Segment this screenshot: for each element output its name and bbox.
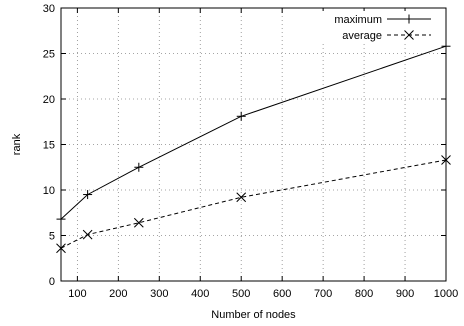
legend-sample-maximum: [387, 14, 431, 24]
y-tick-label-25: 25: [43, 49, 55, 61]
legend-marker-average-d2: [404, 30, 414, 40]
legend-background: [318, 11, 444, 41]
x-tick-label-700: 700: [314, 288, 332, 300]
x-tick-label-900: 900: [396, 288, 414, 300]
point-maximum-1: [83, 190, 93, 200]
point-average-4-d2: [441, 155, 451, 165]
y-tick-label-0: 0: [49, 276, 55, 288]
x-tick-label-200: 200: [109, 288, 127, 300]
x-axis-label: Number of nodes: [211, 309, 296, 321]
point-average-3: [236, 192, 247, 203]
legend-marker-maximum: [404, 14, 414, 24]
point-maximum-3: [236, 111, 246, 121]
x-tick-label-300: 300: [150, 288, 168, 300]
y-tick-label-10: 10: [43, 185, 55, 197]
point-maximum-0: [56, 214, 66, 224]
point-average-3-d2: [236, 192, 247, 203]
x-tick-label-400: 400: [191, 288, 209, 300]
legend: maximum average: [318, 11, 444, 42]
point-average-1: [82, 229, 93, 240]
y-axis-label: rank: [11, 133, 23, 155]
series-line-average: [60, 159, 447, 249]
point-average-1-d2: [82, 229, 93, 240]
point-average-4: [441, 155, 451, 165]
legend-label-average: average: [342, 30, 382, 42]
point-average-0: [56, 243, 66, 254]
point-maximum-2: [134, 162, 144, 172]
legend-marker-average: [404, 30, 414, 40]
axis-tick-labels: 0 5 10 15 20 25 30 100 200 300 400 500 600 700 800 900 1…: [43, 3, 458, 300]
y-tick-label-15: 15: [43, 140, 55, 152]
series-line-maximum: [60, 45, 447, 220]
x-tick-label-1000: 1000: [434, 288, 458, 300]
y-tick-label-30: 30: [43, 3, 55, 15]
x-tick-label-100: 100: [68, 288, 86, 300]
point-average-2-d2: [133, 217, 144, 228]
legend-sample-average: [387, 30, 431, 40]
grid-lines: [61, 8, 446, 281]
x-tick-label-500: 500: [232, 288, 250, 300]
series-markers: [56, 41, 451, 254]
y-tick-label-5: 5: [49, 231, 55, 243]
point-average-0-d2: [56, 243, 66, 254]
x-tick-label-800: 800: [355, 288, 373, 300]
series-lines: [60, 45, 447, 249]
axis-ticks: [61, 7, 447, 282]
x-tick-label-600: 600: [273, 288, 291, 300]
point-maximum-4: [441, 41, 451, 51]
y-tick-label-20: 20: [43, 94, 55, 106]
point-average-2: [133, 217, 144, 228]
legend-label-maximum: maximum: [334, 14, 382, 26]
